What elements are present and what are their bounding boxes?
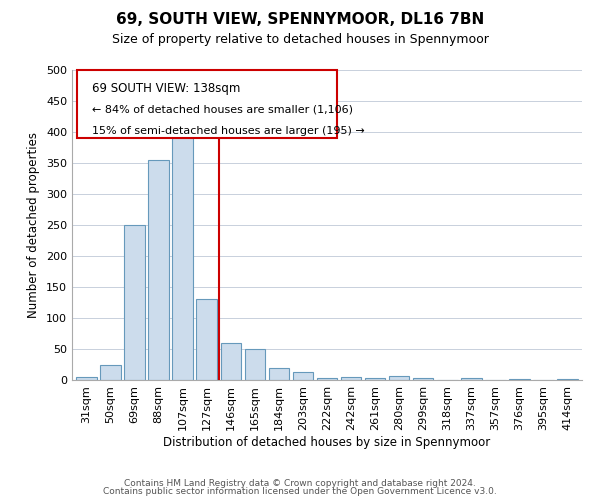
Bar (509, 379, 530, 380)
Bar (317, 378, 337, 380)
Bar (293, 372, 313, 380)
Bar (461, 378, 482, 380)
Bar (148, 160, 169, 380)
Text: Contains public sector information licensed under the Open Government Licence v3: Contains public sector information licen… (103, 487, 497, 496)
Y-axis label: Number of detached properties: Number of detached properties (28, 132, 40, 318)
Text: Contains HM Land Registry data © Crown copyright and database right 2024.: Contains HM Land Registry data © Crown c… (124, 478, 476, 488)
Bar (245, 349, 265, 380)
Bar (100, 364, 121, 380)
Text: ← 84% of detached houses are smaller (1,106): ← 84% of detached houses are smaller (1,… (92, 104, 353, 114)
Bar (196, 300, 217, 380)
Bar (365, 378, 385, 380)
Text: 69 SOUTH VIEW: 138sqm: 69 SOUTH VIEW: 138sqm (92, 82, 241, 96)
Bar (172, 132, 193, 380)
Bar (341, 377, 361, 380)
Bar (557, 379, 578, 380)
Bar (124, 225, 145, 380)
Bar (413, 378, 433, 380)
Bar (389, 376, 409, 380)
FancyBboxPatch shape (77, 70, 337, 138)
Text: Size of property relative to detached houses in Spennymoor: Size of property relative to detached ho… (112, 32, 488, 46)
Text: 15% of semi-detached houses are larger (195) →: 15% of semi-detached houses are larger (… (92, 126, 365, 136)
Bar (76, 377, 97, 380)
Bar (269, 368, 289, 380)
X-axis label: Distribution of detached houses by size in Spennymoor: Distribution of detached houses by size … (163, 436, 491, 448)
Text: 69, SOUTH VIEW, SPENNYMOOR, DL16 7BN: 69, SOUTH VIEW, SPENNYMOOR, DL16 7BN (116, 12, 484, 28)
Bar (221, 343, 241, 380)
